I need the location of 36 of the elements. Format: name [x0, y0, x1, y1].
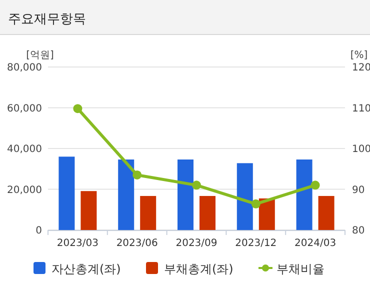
y2-tick-label: 80 [352, 226, 365, 236]
bar [178, 160, 194, 230]
y-axis-title: [억원] [26, 50, 54, 61]
y2-tick-label: 110 [352, 103, 370, 114]
point [73, 104, 82, 114]
x-tick-label: 2023/06 [116, 238, 158, 249]
x-tick-label: 2023/03 [56, 238, 98, 249]
legend-label: 부채비율 [276, 262, 324, 276]
point [310, 180, 320, 190]
legend-label: 부채총계(좌) [164, 262, 234, 276]
y2-axis-title: [%] [350, 50, 368, 61]
y-tick-label: 80,000 [7, 62, 42, 74]
x-tick-label: 2023/12 [235, 238, 277, 249]
y2-tick-label: 100 [352, 144, 370, 155]
bar [258, 198, 275, 230]
y-tick-label: 20,000 [7, 184, 42, 196]
bar [200, 196, 216, 230]
y2-tick-label: 90 [352, 184, 365, 196]
y-tick-label: 40,000 [7, 144, 42, 155]
bar [58, 156, 75, 230]
point [192, 180, 201, 190]
bar [140, 196, 156, 230]
x-tick-label: 2023/09 [176, 238, 218, 249]
y-tick-label: 60,000 [7, 103, 42, 114]
x-tick-label: 2024/03 [294, 238, 336, 249]
y-tick-label: 0 [36, 226, 42, 236]
legend-label: 자산총계(좌) [52, 262, 121, 276]
chart-title: 주요재무항목 [8, 12, 86, 27]
bar [236, 163, 253, 230]
y2-tick-label: 120 [352, 62, 370, 74]
bar [118, 160, 134, 230]
point [251, 199, 260, 208]
bar [80, 191, 97, 230]
point [132, 170, 142, 180]
bar [318, 196, 334, 230]
bar [296, 160, 312, 230]
